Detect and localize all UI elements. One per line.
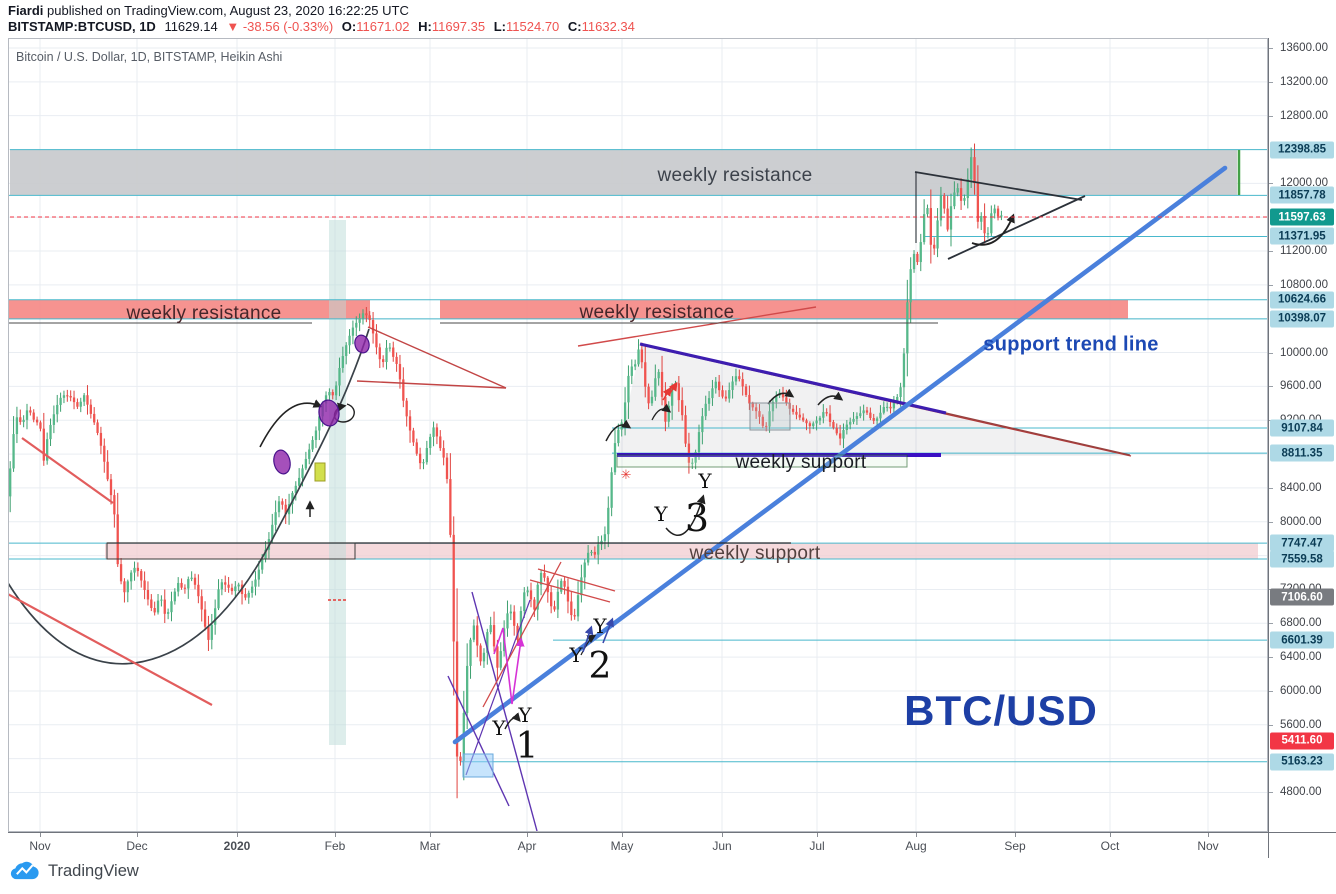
wave-label: Y bbox=[568, 643, 583, 667]
price-level-badge[interactable]: 7747.47 bbox=[1270, 534, 1334, 552]
price-level-badge[interactable]: 11371.95 bbox=[1270, 227, 1334, 245]
wave-label: 2 bbox=[589, 646, 612, 687]
wave-label: 1 bbox=[516, 726, 539, 767]
price-tick: 6000.00 bbox=[1280, 684, 1322, 697]
price-tick: 12000.00 bbox=[1280, 177, 1328, 190]
weekly-resistance-top bbox=[10, 149, 1237, 196]
month-label: Sep bbox=[1004, 839, 1026, 853]
zone-label-weekly-support-band[interactable]: weekly support bbox=[689, 543, 821, 564]
box-annotation bbox=[749, 402, 791, 431]
price-level-badge[interactable]: 10398.07 bbox=[1270, 310, 1334, 328]
price-axis[interactable]: 13600.00 13200.00 12800.00 12000.00 11200.00… bbox=[1268, 38, 1336, 832]
price-level-badge[interactable]: 11857.78 bbox=[1270, 186, 1334, 204]
price-tick: 5600.00 bbox=[1280, 718, 1322, 731]
box-annotation bbox=[106, 542, 356, 560]
brand-name[interactable]: TradingView bbox=[48, 861, 139, 880]
weekly-resistance-left bbox=[8, 299, 370, 319]
symbol-label: BITSTAMP:BTCUSD, 1D bbox=[8, 19, 156, 34]
marker-annotation: ✳ bbox=[621, 467, 632, 482]
month-label: Oct bbox=[1100, 839, 1120, 853]
vertical-highlight-feb bbox=[329, 220, 346, 745]
price-tick: 9600.00 bbox=[1280, 380, 1322, 393]
chart-legend-title[interactable]: Bitcoin / U.S. Dollar, 1D, BITSTAMP, Hei… bbox=[16, 50, 283, 64]
wave-label: Y bbox=[697, 469, 712, 493]
price-tick: 13600.00 bbox=[1280, 42, 1328, 54]
low-value: 11524.70 bbox=[506, 19, 560, 34]
zone-label-weekly-resistance-left[interactable]: weekly resistance bbox=[126, 303, 282, 324]
wave-label: Y bbox=[592, 614, 607, 638]
symbol-line: BITSTAMP:BTCUSD, 1D 11629.14 ▼ -38.56 (-… bbox=[8, 19, 635, 35]
month-label: Jul bbox=[809, 839, 825, 853]
axis-corner bbox=[1268, 832, 1336, 858]
high-value: 11697.35 bbox=[431, 19, 486, 34]
price-level-badge[interactable]: 9107.84 bbox=[1270, 419, 1334, 437]
last-price: 11629.14 bbox=[164, 19, 218, 34]
month-label: Nov bbox=[29, 839, 51, 853]
price-change: -38.56 (-0.33%) bbox=[242, 19, 334, 34]
price-level-badge[interactable]: 6601.39 bbox=[1270, 631, 1334, 649]
wave-label: 3 bbox=[685, 496, 709, 540]
price-level-badge[interactable]: 5163.23 bbox=[1270, 753, 1334, 771]
low-label: L: bbox=[493, 19, 507, 34]
close-label: C: bbox=[567, 19, 582, 34]
month-label: 2020 bbox=[223, 839, 251, 853]
price-tick: 8400.00 bbox=[1280, 481, 1322, 494]
label-support-trend-line[interactable]: support trend line bbox=[983, 333, 1159, 356]
month-label: Jun bbox=[712, 839, 732, 853]
zone-label-weekly-resistance-mid[interactable]: weekly resistance bbox=[579, 302, 735, 323]
tradingview-logo-icon[interactable] bbox=[10, 861, 40, 881]
weekly-support-band bbox=[105, 543, 1258, 560]
month-label: Apr bbox=[517, 839, 537, 853]
box-annotation bbox=[314, 462, 326, 482]
price-tick: 10000.00 bbox=[1280, 346, 1328, 359]
price-level-badge[interactable]: 7106.60 bbox=[1270, 588, 1334, 606]
box-annotation bbox=[462, 753, 494, 778]
wave-label: Y bbox=[491, 716, 506, 740]
watermark-symbol: BTC/USD bbox=[904, 687, 1098, 734]
time-axis[interactable]: Nov Dec 2020 Feb Mar Apr May Jun Jul Aug Sep Oct Nov bbox=[8, 832, 1268, 859]
open-label: O: bbox=[341, 19, 357, 34]
close-value: 11632.34 bbox=[581, 19, 635, 34]
high-label: H: bbox=[418, 19, 432, 34]
zone-label-weekly-resistance-top[interactable]: weekly resistance bbox=[657, 165, 813, 186]
price-level-badge[interactable]: 5411.60 bbox=[1270, 732, 1334, 750]
weekly-resistance-mid bbox=[440, 299, 1128, 319]
month-label: Feb bbox=[324, 839, 346, 853]
down-triangle-icon: ▼ bbox=[226, 19, 240, 34]
price-tick: 8000.00 bbox=[1280, 515, 1322, 528]
month-label: Aug bbox=[905, 839, 927, 853]
month-label: May bbox=[610, 839, 634, 853]
price-tick: 12800.00 bbox=[1280, 109, 1328, 122]
month-label: Mar bbox=[419, 839, 441, 853]
box-annotation bbox=[616, 454, 908, 468]
price-level-badge[interactable]: 7559.58 bbox=[1270, 550, 1334, 568]
author-name: Fiardi bbox=[8, 3, 44, 18]
zone-label-weekly-support-line[interactable]: weekly support bbox=[735, 452, 867, 473]
current-price-badge[interactable]: 11597.63 bbox=[1270, 208, 1334, 226]
price-tick: 10800.00 bbox=[1280, 278, 1328, 291]
month-label: Dec bbox=[126, 839, 148, 853]
price-tick: 6400.00 bbox=[1280, 651, 1322, 664]
open-value: 11671.02 bbox=[356, 19, 410, 34]
publish-info: published on TradingView.com, August 23,… bbox=[43, 3, 409, 18]
wave-label: Y bbox=[653, 502, 668, 526]
circle-annotation bbox=[273, 449, 291, 475]
circle-annotation bbox=[318, 399, 340, 427]
price-tick: 13200.00 bbox=[1280, 75, 1328, 88]
month-label: Nov bbox=[1197, 839, 1219, 853]
price-level-badge[interactable]: 12398.85 bbox=[1270, 141, 1334, 159]
price-tick: 6800.00 bbox=[1280, 617, 1322, 630]
footer: TradingView bbox=[10, 861, 139, 881]
price-tick: 4800.00 bbox=[1280, 786, 1322, 799]
wave-label: Y bbox=[517, 703, 532, 727]
price-tick: 11200.00 bbox=[1280, 245, 1328, 258]
circle-annotation bbox=[354, 334, 370, 354]
header: Fiardi published on TradingView.com, Aug… bbox=[8, 3, 635, 35]
price-level-badge[interactable]: 10624.66 bbox=[1270, 291, 1334, 309]
price-level-badge[interactable]: 8811.35 bbox=[1270, 444, 1334, 462]
attribution-line: Fiardi published on TradingView.com, Aug… bbox=[8, 3, 635, 19]
